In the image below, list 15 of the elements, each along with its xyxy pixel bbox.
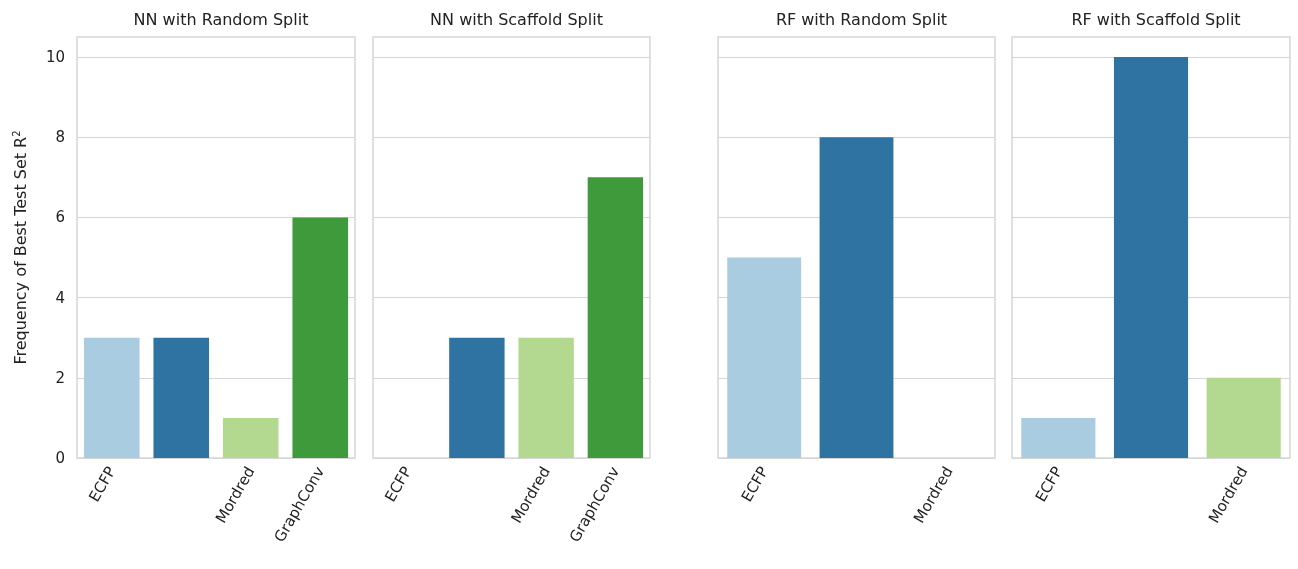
y-tick-label: 0 (55, 449, 65, 467)
y-axis-title: Frequency of Best Test Set R2 (10, 130, 30, 365)
bar (153, 337, 210, 458)
bar (292, 217, 349, 458)
chart-title: NN with Scaffold Split (430, 9, 603, 29)
y-tick-label: 6 (55, 208, 65, 227)
chart-title: RF with Random Split (775, 9, 948, 29)
chart-title: NN with Random Split (133, 9, 309, 29)
y-tick-label: 4 (55, 288, 65, 307)
y-tick-label: 10 (45, 48, 65, 67)
bar (222, 417, 279, 458)
y-tick-label: 8 (55, 128, 65, 147)
bar (83, 337, 140, 458)
y-tick-label: 2 (55, 368, 65, 387)
chart-title: RF with Scaffold Split (1071, 9, 1241, 29)
